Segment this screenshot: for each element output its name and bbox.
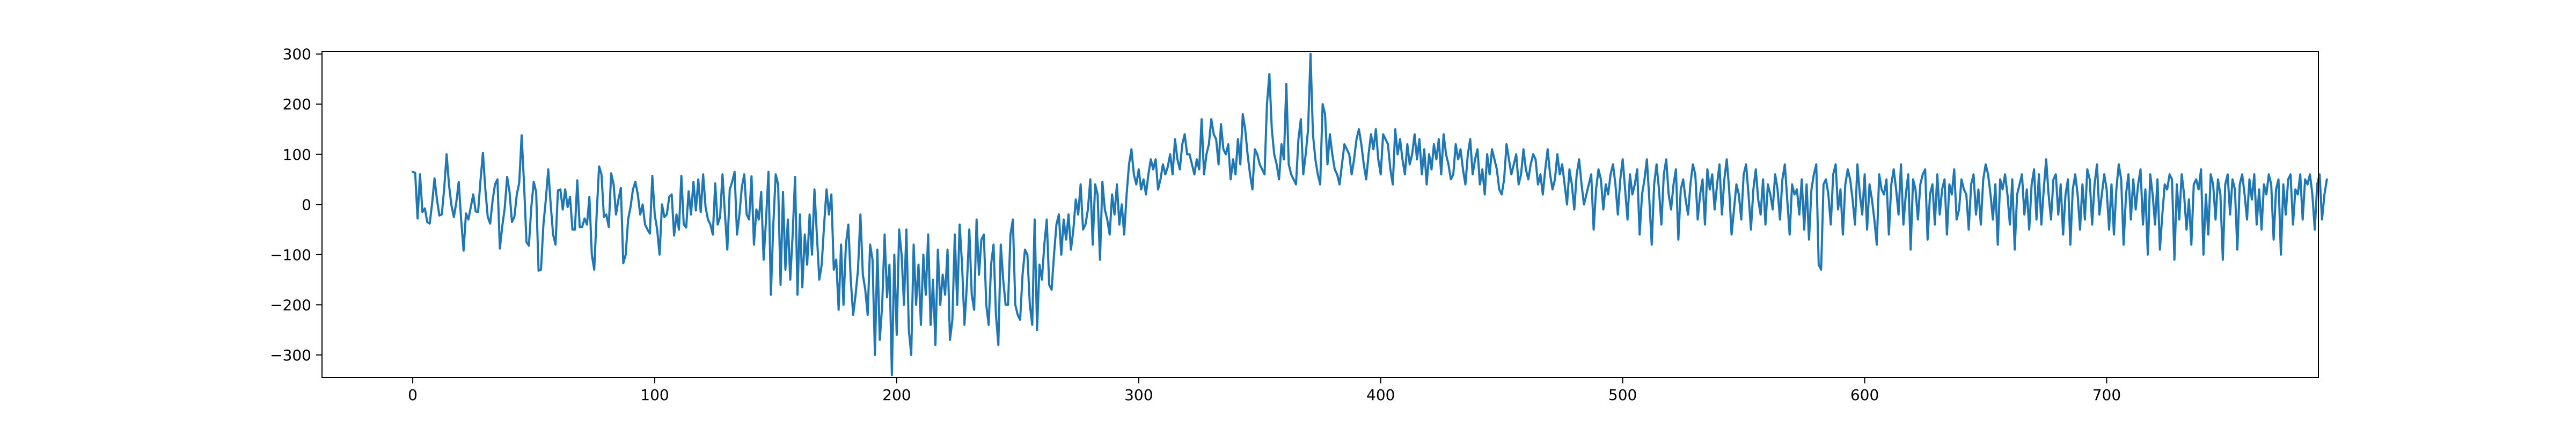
y-tick-label: −200 <box>270 296 311 314</box>
y-tick-label: 200 <box>283 95 311 113</box>
y-tick-label: 0 <box>302 196 311 213</box>
x-tick-label: 0 <box>408 386 418 404</box>
x-tick-label: 600 <box>1850 386 1879 404</box>
x-tick-label: 200 <box>882 386 911 404</box>
y-axis: −300 −200 −100 0 100 200 300 <box>270 46 322 364</box>
x-tick-label: 100 <box>640 386 669 404</box>
x-tick-label: 700 <box>2092 386 2121 404</box>
y-tick-label: 300 <box>283 46 311 63</box>
series-layer <box>412 53 2328 376</box>
x-axis: 0 100 200 300 400 500 600 700 <box>408 378 2121 404</box>
plot-frame <box>321 51 2319 378</box>
x-tick-label: 300 <box>1124 386 1153 404</box>
x-tick-label: 400 <box>1366 386 1395 404</box>
y-tick-label: −300 <box>270 346 311 364</box>
y-tick-label: −100 <box>270 246 311 264</box>
x-tick-label: 500 <box>1608 386 1637 404</box>
y-tick-label: 100 <box>283 146 311 164</box>
series-line-0 <box>412 53 2328 376</box>
